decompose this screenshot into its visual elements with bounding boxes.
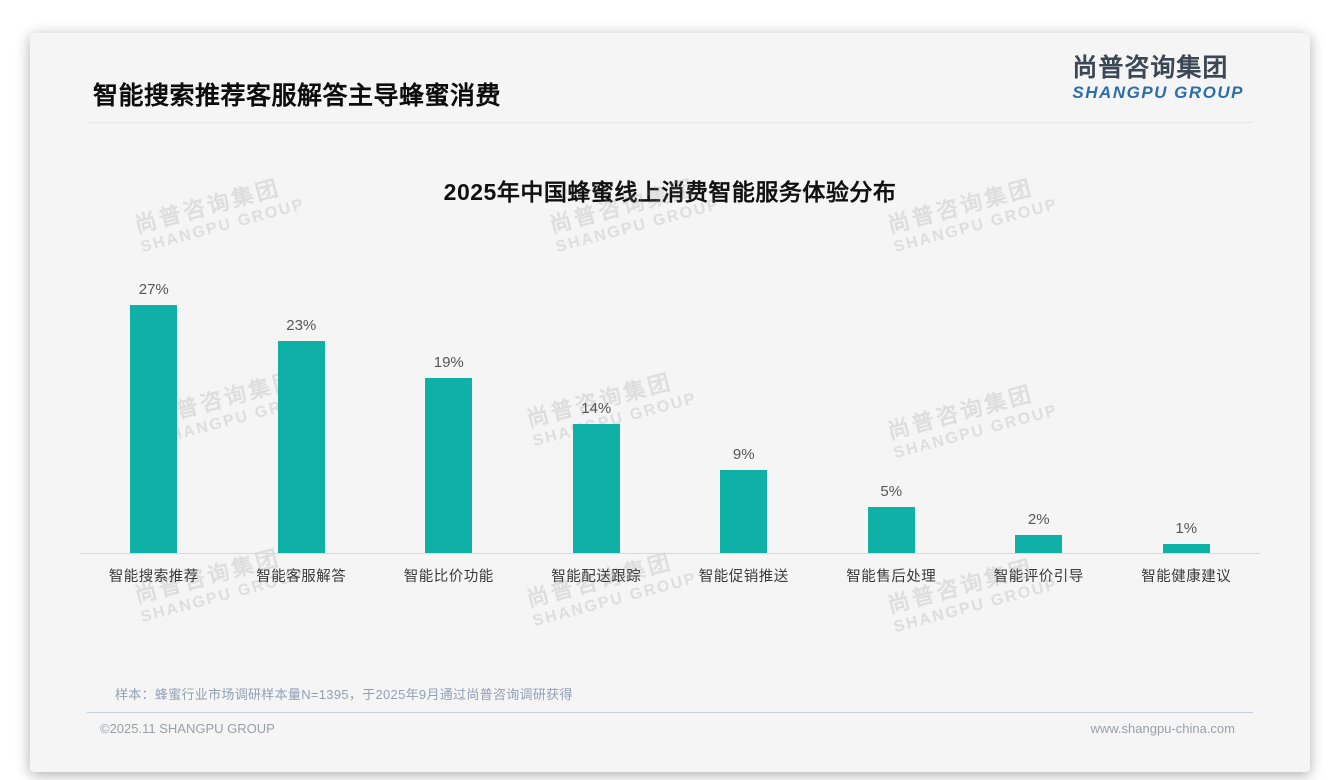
bar-column: 9% bbox=[670, 446, 818, 553]
bar-column: 23% bbox=[228, 317, 376, 553]
bar-column: 5% bbox=[818, 483, 966, 553]
bar bbox=[1015, 534, 1063, 553]
bar-chart-plot: 27% 23% 19% 14% 9% 5% 2% 1% bbox=[80, 183, 1260, 553]
bar-column: 27% bbox=[80, 281, 228, 553]
bar bbox=[130, 304, 178, 553]
x-axis-category-label: 智能配送跟踪 bbox=[551, 569, 642, 585]
x-axis-category-row: 智能搜索推荐 智能客服解答 智能比价功能 智能配送跟踪 智能促销推送 智能售后处理 智能评价… bbox=[80, 565, 1260, 586]
website-url: www.shangpu-china.com bbox=[1090, 721, 1235, 736]
shangpu-watermark: 尚普咨询集团 SHANGPU GROUP bbox=[885, 550, 1060, 638]
x-axis-category-label: 智能售后处理 bbox=[846, 569, 937, 585]
x-axis-category-label: 智能客服解答 bbox=[256, 569, 347, 585]
bar-value-label: 5% bbox=[880, 483, 903, 500]
shangpu-watermark: 尚普咨询集团 SHANGPU GROUP bbox=[524, 544, 699, 632]
bar-column: 2% bbox=[965, 511, 1113, 553]
bar-column: 1% bbox=[1113, 520, 1261, 553]
x-axis-line bbox=[80, 553, 1260, 554]
bar bbox=[277, 341, 325, 553]
x-axis-category-label: 智能比价功能 bbox=[403, 569, 494, 585]
footer-divider bbox=[87, 712, 1253, 713]
bar-value-label: 19% bbox=[433, 354, 464, 372]
bar-column: 19% bbox=[375, 354, 523, 553]
copyright-text: ©2025.11 SHANGPU GROUP bbox=[100, 721, 275, 736]
x-axis-category-label: 智能促销推送 bbox=[698, 569, 789, 585]
bar bbox=[720, 470, 768, 553]
logo-english-text: SHANGPU GROUP bbox=[1072, 82, 1244, 102]
bar bbox=[425, 378, 473, 553]
bar bbox=[572, 424, 620, 553]
report-card: 智能搜索推荐客服解答主导蜂蜜消费 尚普咨询集团 SHANGPU GROUP 20… bbox=[30, 33, 1310, 772]
page-title: 智能搜索推荐客服解答主导蜂蜜消费 bbox=[93, 82, 502, 110]
bar-value-label: 2% bbox=[1027, 510, 1050, 528]
bar bbox=[1162, 543, 1210, 553]
footer: ©2025.11 SHANGPU GROUP www.shangpu-china… bbox=[100, 721, 1235, 736]
bar-value-label: 27% bbox=[138, 280, 169, 298]
x-axis-category-label: 智能搜索推荐 bbox=[108, 569, 199, 585]
logo-chinese-text: 尚普咨询集团 bbox=[1072, 54, 1229, 82]
shangpu-logo: 尚普咨询集团 SHANGPU GROUP bbox=[1072, 54, 1244, 102]
bar-column: 14% bbox=[523, 400, 671, 553]
bar-value-label: 23% bbox=[286, 317, 317, 335]
header-divider bbox=[87, 122, 1253, 123]
bar-value-label: 14% bbox=[581, 400, 612, 418]
bar-value-label: 1% bbox=[1175, 519, 1198, 537]
sample-footnote: 样本：蜂蜜行业市场调研样本量N=1395，于2025年9月通过尚普咨询调研获得 bbox=[115, 687, 573, 702]
chart-title: 2025年中国蜂蜜线上消费智能服务体验分布 bbox=[443, 179, 897, 205]
x-axis-category-label: 智能评价引导 bbox=[993, 569, 1084, 585]
bar-value-label: 9% bbox=[732, 446, 755, 464]
x-axis-category-label: 智能健康建议 bbox=[1141, 569, 1232, 585]
bar bbox=[867, 507, 915, 553]
